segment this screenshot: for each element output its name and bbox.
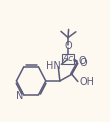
Text: O: O [79, 56, 86, 66]
Text: Ac: Ac [62, 54, 74, 63]
Text: O: O [79, 58, 87, 68]
Text: HN: HN [46, 61, 60, 71]
Text: O: O [64, 41, 72, 51]
Bar [62, 54, 74, 64]
Text: N: N [16, 91, 23, 101]
Text: OH: OH [79, 77, 94, 87]
